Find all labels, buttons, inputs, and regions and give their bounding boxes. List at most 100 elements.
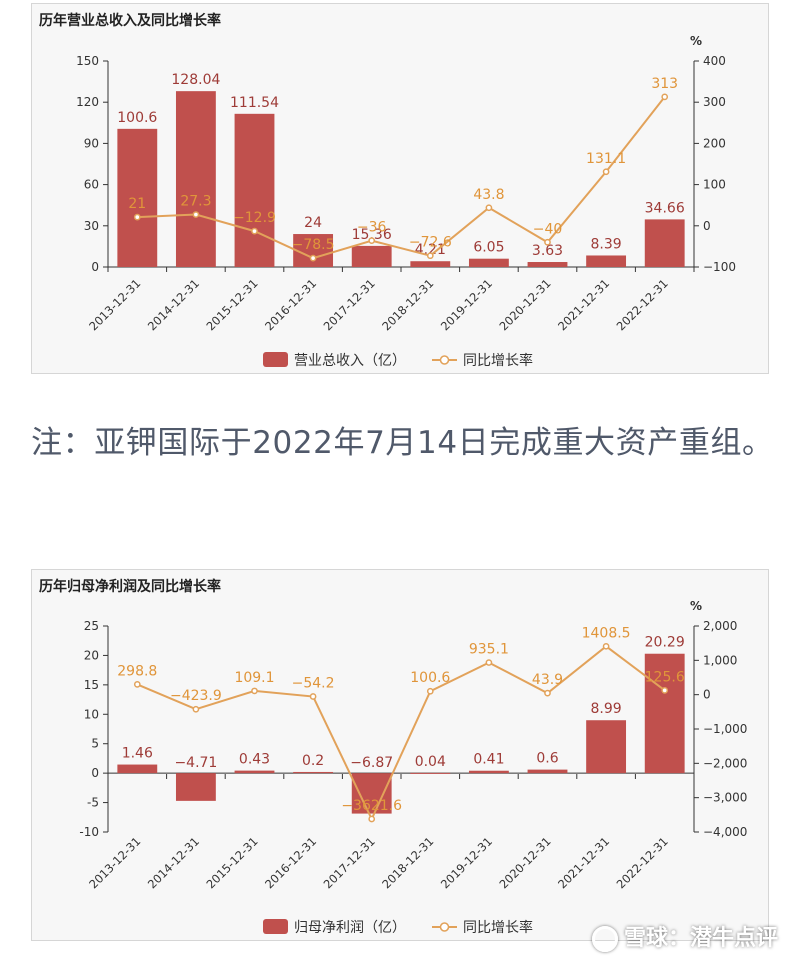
bar bbox=[175, 773, 216, 801]
bar-data-label: 24 bbox=[304, 215, 322, 231]
line-point bbox=[544, 238, 551, 246]
line-point bbox=[485, 659, 493, 666]
line-point bbox=[133, 213, 141, 221]
watermark: 雪球：潜牛点评 bbox=[591, 920, 778, 952]
bar bbox=[586, 720, 627, 774]
line-data-label: 27.3 bbox=[180, 194, 211, 210]
legend-line-marker bbox=[439, 355, 450, 365]
line-point bbox=[309, 254, 317, 262]
bar-data-label: 20.29 bbox=[645, 635, 685, 651]
line-point bbox=[251, 687, 258, 695]
bar-data-label: 111.54 bbox=[230, 95, 279, 111]
y-tick-label-left: 120 bbox=[76, 95, 99, 109]
revenue-chart: 0 30 60 90 120 150 −100 0 100 200 300 400% 2013-12-3… bbox=[76, 34, 736, 369]
line-data-label: 43.9 bbox=[532, 672, 563, 688]
y-tick-label-right: 0 bbox=[703, 219, 711, 233]
y-tick-label-right: 400 bbox=[703, 54, 726, 68]
chart-title: 历年营业总收入及同比增长率 bbox=[39, 13, 221, 29]
legend-bar-swatch bbox=[263, 919, 288, 934]
x-tick-label: 2019-12-31 bbox=[438, 834, 495, 891]
bar-data-label: 0.2 bbox=[302, 753, 324, 769]
line-data-label: −36 bbox=[357, 220, 387, 236]
line-data-label: 131.1 bbox=[586, 151, 626, 167]
bar-data-label: 8.99 bbox=[591, 701, 622, 717]
bar bbox=[527, 262, 568, 267]
line-point bbox=[602, 168, 610, 176]
y-tick-label-left: 90 bbox=[84, 136, 99, 150]
line-data-label: 935.1 bbox=[469, 642, 509, 658]
x-tick-label: 2014-12-31 bbox=[145, 834, 202, 891]
line-point bbox=[661, 687, 669, 694]
x-tick-label: 2018-12-31 bbox=[379, 834, 436, 891]
x-tick-label: 2013-12-31 bbox=[86, 276, 143, 333]
x-tick-label: 2016-12-31 bbox=[262, 276, 319, 333]
growth-rate-line bbox=[136, 645, 666, 822]
bar bbox=[234, 770, 275, 774]
y-unit-label-right: % bbox=[690, 599, 702, 613]
bar-data-label: 15.36 bbox=[352, 227, 392, 243]
x-tick-label: 2017-12-31 bbox=[321, 276, 378, 333]
line-point bbox=[192, 211, 200, 218]
y-tick-label-left: 30 bbox=[84, 219, 99, 233]
legend-bar-swatch bbox=[263, 352, 288, 367]
bar-data-label: 6.05 bbox=[473, 240, 504, 256]
y-tick-label-right: 200 bbox=[703, 136, 726, 150]
y-tick-label-left: 5 bbox=[91, 737, 99, 751]
bar-data-label: 0.43 bbox=[239, 752, 270, 768]
snowball-logo-icon bbox=[591, 926, 618, 952]
y-tick-label-left: 10 bbox=[84, 707, 99, 721]
bar bbox=[468, 258, 509, 267]
line-point bbox=[485, 204, 493, 212]
x-tick-label: 2021-12-31 bbox=[555, 834, 612, 891]
bar-data-label: 8.39 bbox=[591, 236, 622, 252]
x-tick-label: 2022-12-31 bbox=[614, 834, 671, 891]
line-point bbox=[309, 693, 317, 700]
bar bbox=[293, 771, 334, 774]
legend-bar-label: 营业总收入（亿） bbox=[294, 353, 406, 369]
x-tick-label: 2016-12-31 bbox=[262, 834, 319, 891]
x-tick-label: 2017-12-31 bbox=[321, 834, 378, 891]
bar bbox=[175, 91, 216, 267]
line-point bbox=[426, 687, 434, 695]
line-data-label: 298.8 bbox=[117, 663, 157, 679]
y-tick-label-left: -5 bbox=[87, 796, 99, 810]
y-tick-label-left: 0 bbox=[91, 260, 99, 274]
x-tick-label: 2020-12-31 bbox=[496, 834, 553, 891]
line-point bbox=[661, 93, 669, 101]
net-profit-chart: -10 -5 0 5 10 15 20 25 −4,000 −3,000 −2,000 −1,000 0… bbox=[79, 599, 747, 936]
y-unit-label-right: % bbox=[690, 34, 702, 48]
line-point bbox=[133, 681, 141, 688]
line-data-label: −40 bbox=[533, 221, 563, 237]
line-point bbox=[426, 252, 434, 260]
x-tick-label: 2014-12-31 bbox=[145, 276, 202, 333]
line-point bbox=[251, 227, 258, 235]
y-tick-label-right: 2,000 bbox=[703, 619, 737, 633]
bar-data-label: 34.66 bbox=[645, 200, 685, 216]
line-data-label: −423.9 bbox=[170, 688, 222, 704]
chart-title: 历年归母净利润及同比增长率 bbox=[39, 579, 221, 595]
line-data-label: −72.6 bbox=[409, 235, 452, 251]
revenue-chart-panel: 历年营业总收入及同比增长率 0 30 60 90 120 150 −100 0 100 200 30… bbox=[31, 3, 769, 374]
bar-data-label: 0.6 bbox=[536, 751, 558, 767]
x-tick-label: 2015-12-31 bbox=[203, 834, 260, 891]
line-point bbox=[368, 237, 376, 244]
growth-rate-line bbox=[137, 96, 666, 260]
legend-bar-label: 归母净利润（亿） bbox=[294, 919, 406, 936]
x-tick-label: 2013-12-31 bbox=[86, 834, 143, 891]
y-tick-label-right: 100 bbox=[703, 178, 726, 192]
x-tick-label: 2022-12-31 bbox=[614, 276, 671, 333]
y-tick-label-right: 0 bbox=[703, 688, 711, 702]
watermark-text: 雪球：潜牛点评 bbox=[623, 926, 778, 951]
y-tick-label-right: −3,000 bbox=[703, 791, 747, 805]
x-tick-label: 2018-12-31 bbox=[379, 276, 436, 333]
net-profit-chart-panel: 历年归母净利润及同比增长率 -10 -5 0 5 10 15 20 25 −4,000 −3,00… bbox=[31, 569, 769, 941]
x-tick-label: 2019-12-31 bbox=[438, 276, 495, 333]
bar bbox=[644, 219, 685, 267]
line-data-label: 109.1 bbox=[234, 670, 274, 686]
line-data-label: 43.8 bbox=[473, 187, 504, 203]
bar bbox=[586, 255, 627, 267]
bar bbox=[293, 234, 334, 267]
bar bbox=[234, 113, 275, 268]
bar-data-label: 0.41 bbox=[473, 752, 504, 768]
line-data-label: −3621.6 bbox=[341, 798, 402, 814]
